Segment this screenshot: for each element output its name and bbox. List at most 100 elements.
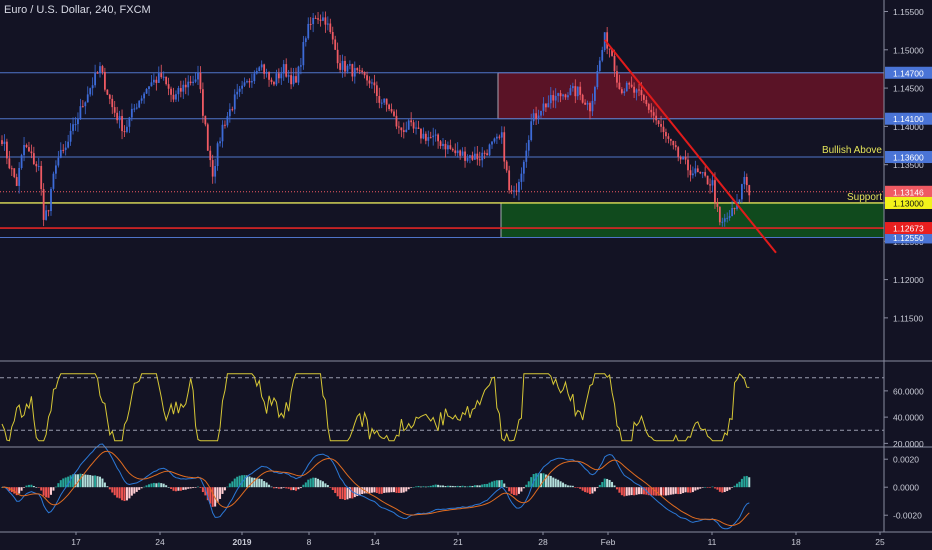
candle-body [486, 153, 488, 156]
candle-body [503, 132, 506, 162]
candle-body [167, 84, 170, 89]
macd-histogram-bar [346, 487, 349, 500]
candle-body [674, 145, 677, 148]
candle-body [233, 94, 236, 110]
candle-body [579, 86, 582, 95]
candle-body [123, 131, 126, 133]
rsi-pane[interactable] [0, 372, 884, 442]
candle-body [537, 115, 540, 119]
candle-body [52, 173, 55, 189]
candle-body [317, 18, 319, 20]
macd-histogram-bar [184, 487, 187, 490]
candle-body [442, 143, 444, 146]
macd-histogram-bar [635, 487, 638, 495]
time-tick-label: 28 [538, 537, 548, 547]
macd-histogram-bar [495, 480, 498, 488]
macd-histogram-bar [162, 483, 165, 488]
macd-histogram-bar [319, 480, 322, 488]
candle-body [336, 49, 339, 64]
macd-histogram-bar [270, 486, 273, 488]
macd-histogram-bar [547, 475, 550, 488]
candle-body [665, 132, 667, 137]
candle-body [165, 76, 168, 85]
macd-histogram-bar [552, 477, 555, 488]
macd-histogram-bar [709, 487, 712, 488]
candle-body [253, 73, 256, 82]
candle-body [214, 166, 217, 177]
candle-body [498, 136, 501, 138]
macd-histogram-bar [461, 485, 464, 488]
level-badge-1: 1.14100 [893, 114, 924, 124]
candle-body [295, 76, 297, 83]
macd-histogram-bar [182, 487, 185, 490]
macd-line [1, 443, 750, 530]
candle-body [99, 66, 101, 73]
macd-histogram-bar [466, 486, 469, 488]
macd-histogram-bar [733, 485, 736, 488]
candle-body [126, 126, 128, 132]
candle-body [145, 89, 148, 94]
macd-histogram-bar [143, 486, 146, 488]
candle-body [197, 72, 199, 80]
candle-body [273, 81, 275, 85]
candle-body [478, 159, 481, 161]
macd-histogram-bar [18, 487, 21, 494]
macd-histogram-bar [397, 487, 400, 493]
macd-histogram-bar [613, 485, 616, 488]
candle-body [322, 17, 324, 21]
candle-body [405, 129, 408, 132]
macd-histogram-bar [344, 487, 346, 501]
macd-histogram-bar [20, 487, 23, 491]
candle-body [265, 72, 268, 74]
macd-histogram-bar [47, 487, 50, 498]
candle-body [400, 127, 403, 131]
macd-histogram-bar [295, 487, 297, 491]
candle-body [30, 151, 33, 154]
macd-histogram-bar [432, 485, 435, 488]
macd-histogram-bar [226, 486, 229, 488]
price-pane[interactable]: Bullish Above Support [0, 11, 885, 254]
macd-histogram-bar [513, 487, 516, 495]
candle-body [258, 67, 261, 72]
macd-histogram-bar [15, 487, 18, 496]
macd-histogram-bar [250, 477, 253, 488]
candle-body [280, 73, 283, 79]
candle-body [211, 160, 214, 177]
candle-body [667, 136, 670, 139]
time-tick-label: 2019 [233, 537, 252, 547]
candle-body [616, 71, 618, 83]
candle-body [371, 82, 373, 84]
candle-body [549, 95, 552, 104]
candle-body [447, 145, 449, 150]
macd-histogram-bar [76, 474, 79, 488]
candle-body [81, 106, 84, 108]
candle-body [711, 180, 714, 186]
candle-body [202, 89, 204, 116]
level-badge-3-bg [885, 231, 932, 244]
macd-histogram-bar [464, 486, 467, 488]
macd-histogram-bar [321, 481, 324, 488]
macd-histogram-bar [302, 484, 305, 488]
macd-histogram-bar [174, 487, 177, 492]
candle-body [518, 181, 520, 193]
level-badge-3: 1.12550 [893, 233, 924, 243]
candle-body [694, 168, 697, 174]
macd-histogram-bar [437, 484, 440, 488]
downtrend-line[interactable] [603, 39, 777, 254]
candle-body [28, 147, 30, 152]
candle-body [302, 42, 305, 66]
macd-histogram-bar [515, 487, 518, 496]
macd-histogram-bar [478, 485, 481, 488]
candle-body [741, 184, 743, 200]
macd-pane[interactable] [1, 443, 751, 530]
candle-body [721, 221, 724, 223]
candle-body [417, 127, 420, 129]
macd-histogram-bar [706, 487, 709, 488]
candle-body [412, 122, 415, 129]
candle-body [96, 72, 99, 74]
macd-histogram-bar [657, 487, 660, 496]
candle-body [20, 155, 23, 168]
candle-body [471, 155, 474, 160]
candle-body [569, 88, 572, 96]
